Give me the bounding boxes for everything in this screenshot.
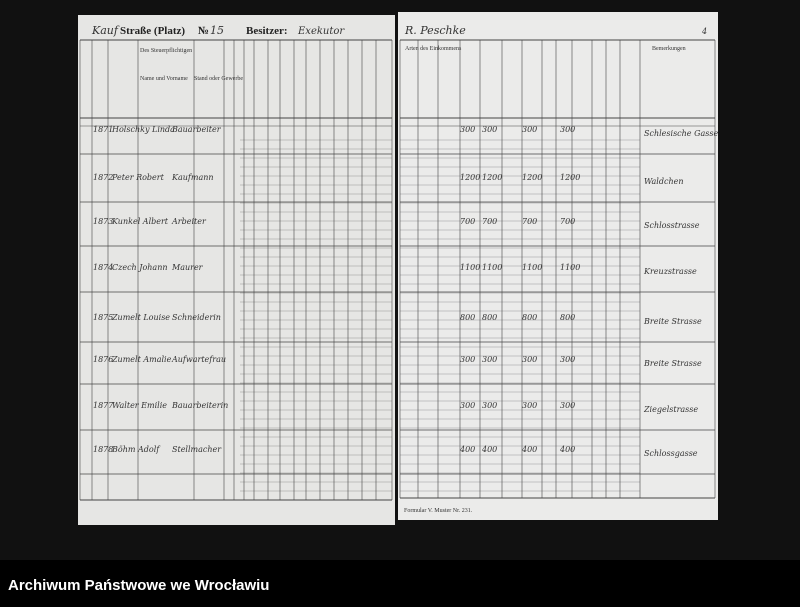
owner-label: Besitzer: xyxy=(246,25,288,37)
name: Walter Emilie xyxy=(112,401,167,410)
remark: Ziegelstrasse xyxy=(643,405,698,414)
amount: 700 xyxy=(560,217,575,226)
street-name: Kauf xyxy=(91,24,120,37)
amount: 300 xyxy=(560,355,575,364)
amount: 1100 xyxy=(482,263,502,272)
amount: 800 xyxy=(482,313,497,322)
column-header: Arten des Einkommens xyxy=(405,46,462,52)
name: Zumelt Louise xyxy=(111,313,170,322)
row-number: 1875 xyxy=(93,313,113,322)
amount: 700 xyxy=(522,217,537,226)
remark: Schlossgasse xyxy=(644,449,698,458)
remark: Schlosstrasse xyxy=(644,221,700,230)
number: 15 xyxy=(210,24,224,37)
form-note: Formular V. Muster Nr. 231. xyxy=(404,508,473,514)
amount: 300 xyxy=(482,355,497,364)
amount: 1200 xyxy=(560,173,580,182)
occupation: Stellmacher xyxy=(172,445,222,454)
amount: 300 xyxy=(460,125,475,134)
amount: 300 xyxy=(560,125,575,134)
occupation: Aufwartefrau xyxy=(171,355,226,364)
amount: 1200 xyxy=(460,173,480,182)
amount: 1100 xyxy=(460,263,480,272)
column-header: Stand oder Gewerbe xyxy=(194,76,243,82)
amount: 300 xyxy=(522,355,537,364)
row-number: 1873 xyxy=(93,217,113,226)
amount: 300 xyxy=(522,125,537,134)
name: Kunkel Albert xyxy=(111,217,169,226)
row-number: 1877 xyxy=(93,401,114,410)
amount: 1200 xyxy=(482,173,502,182)
remark: Schlesische Gasse xyxy=(644,129,718,138)
column-header: Bemerkungen xyxy=(652,46,686,52)
name: Zumelt Amalie xyxy=(111,355,172,364)
owner: Exekutor xyxy=(297,26,345,37)
amount: 300 xyxy=(560,401,575,410)
amount: 800 xyxy=(522,313,537,322)
amount: 700 xyxy=(482,217,497,226)
remark: Breite Strasse xyxy=(643,359,702,368)
amount: 800 xyxy=(560,313,575,322)
row-number: 1876 xyxy=(93,355,113,364)
occupation: Bauarbeiter xyxy=(171,125,222,134)
amount: 1200 xyxy=(522,173,542,182)
column-header: Des Steuerpflichtigen xyxy=(140,47,192,54)
occupation: Maurer xyxy=(171,263,204,272)
name: Peter Robert xyxy=(111,173,165,182)
column-header: Name und Vorname xyxy=(140,76,188,82)
occupation: Arbeiter xyxy=(171,217,207,226)
amount: 400 xyxy=(559,445,575,454)
name: Czech Johann xyxy=(112,263,168,272)
page-number: 4 xyxy=(701,27,707,36)
row-number: 1878 xyxy=(93,445,113,454)
amount: 400 xyxy=(459,445,475,454)
name: Böhm Adolf xyxy=(111,445,161,454)
amount: 800 xyxy=(460,313,475,322)
amount: 700 xyxy=(460,217,475,226)
remark: Waldchen xyxy=(644,177,684,186)
right-owner: R. Peschke xyxy=(404,24,466,37)
row-number: 1874 xyxy=(93,263,113,272)
archive-caption: Archiwum Państwowe we Wrocławiu xyxy=(8,577,269,594)
remark: Breite Strasse xyxy=(643,317,702,326)
amount: 1100 xyxy=(560,263,580,272)
row-number: 1872 xyxy=(93,173,113,182)
amount: 300 xyxy=(460,401,475,410)
amount: 300 xyxy=(522,401,537,410)
occupation: Bauarbeiterin xyxy=(171,401,228,410)
amount: 400 xyxy=(481,445,497,454)
caption-bar xyxy=(0,568,800,602)
row-number: 1871 xyxy=(93,125,113,134)
occupation: Schneiderin xyxy=(172,313,221,322)
name: Holschky Linda xyxy=(111,125,175,134)
amount: 300 xyxy=(482,125,497,134)
street-label: Straße (Platz) xyxy=(120,25,185,37)
amount: 1100 xyxy=(522,263,542,272)
amount: 300 xyxy=(460,355,475,364)
remark: Kreuzstrasse xyxy=(643,267,697,276)
amount: 400 xyxy=(521,445,537,454)
number-label: № xyxy=(198,25,209,37)
occupation: Kaufmann xyxy=(171,173,214,182)
amount: 300 xyxy=(482,401,497,410)
left-page xyxy=(78,15,395,525)
